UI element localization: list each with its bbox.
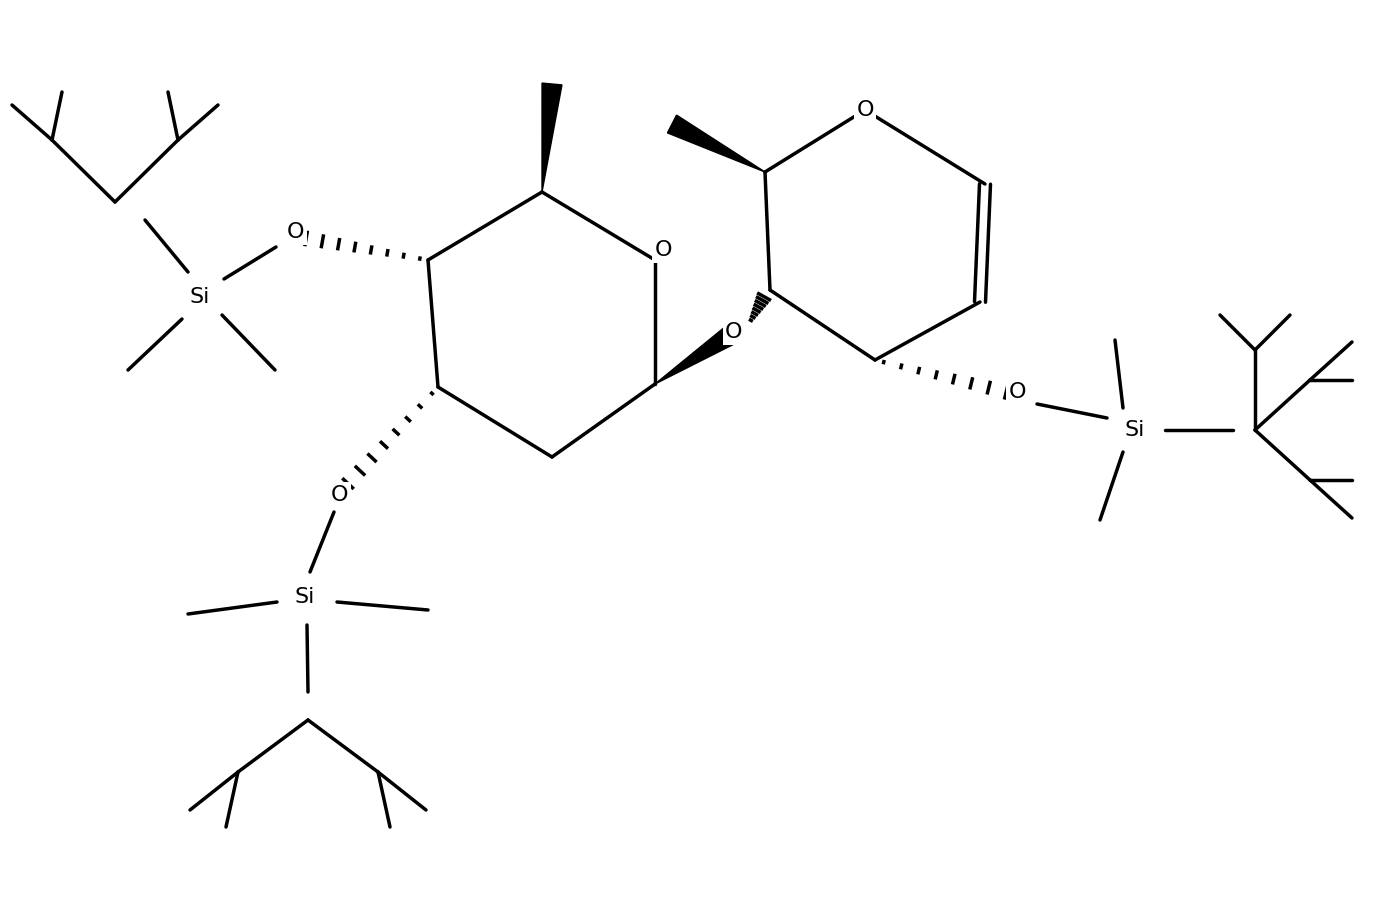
Text: O: O [1009,382,1025,402]
Text: O: O [332,485,348,505]
Text: O: O [856,100,874,120]
Polygon shape [542,83,561,192]
Polygon shape [655,326,738,384]
Text: O: O [288,222,304,242]
Text: O: O [654,240,671,260]
Text: O: O [725,322,743,342]
Text: Si: Si [1124,420,1145,440]
Text: Si: Si [190,287,211,307]
Polygon shape [667,115,765,172]
Text: Si: Si [294,587,315,607]
